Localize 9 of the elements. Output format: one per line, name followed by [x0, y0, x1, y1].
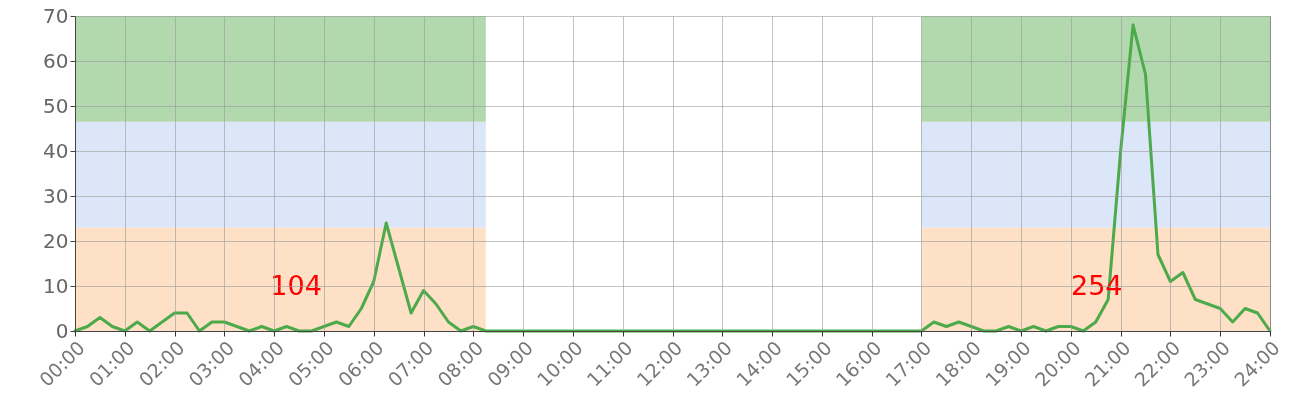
y-tick-label: 60 [43, 48, 69, 73]
y-tick-label: 40 [43, 138, 69, 163]
y-tick-label: 10 [43, 273, 69, 298]
y-tick-label: 70 [43, 3, 69, 28]
y-tick-label: 30 [43, 183, 69, 208]
y-tick-label: 0 [55, 318, 69, 343]
y-tick-label: 50 [43, 93, 69, 118]
annotation: 104 [270, 269, 322, 301]
y-tick-label: 20 [43, 228, 69, 253]
